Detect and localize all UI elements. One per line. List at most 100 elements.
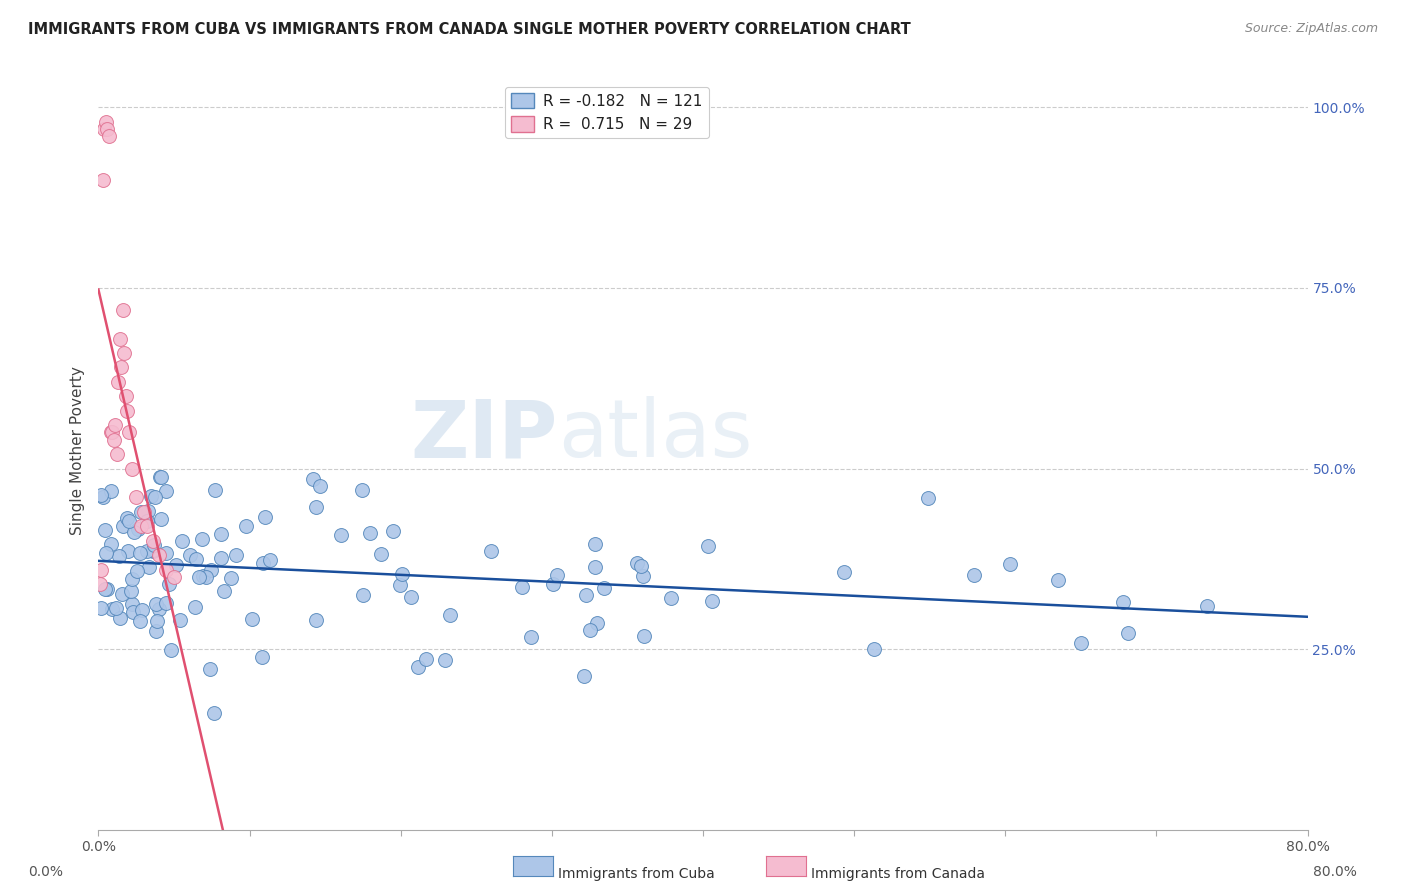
Point bbox=[391, 566, 413, 581]
Point bbox=[917, 491, 939, 505]
Point bbox=[118, 514, 141, 528]
Point bbox=[90, 488, 112, 502]
Point bbox=[100, 483, 122, 498]
Point bbox=[112, 346, 135, 360]
Point bbox=[143, 538, 166, 552]
Text: ZIP: ZIP bbox=[411, 396, 558, 475]
Point bbox=[111, 519, 134, 533]
Point bbox=[187, 570, 209, 584]
Point bbox=[136, 514, 159, 528]
Point bbox=[585, 537, 607, 551]
Point bbox=[659, 591, 682, 605]
Text: Source: ZipAtlas.com: Source: ZipAtlas.com bbox=[1244, 22, 1378, 36]
Point bbox=[142, 542, 165, 557]
Point bbox=[309, 479, 332, 493]
Point bbox=[963, 567, 986, 582]
Point bbox=[148, 602, 170, 616]
Point bbox=[132, 505, 155, 519]
Point bbox=[138, 559, 160, 574]
Point bbox=[135, 519, 157, 533]
Point bbox=[103, 433, 125, 447]
Y-axis label: Single Mother Poverty: Single Mother Poverty bbox=[69, 366, 84, 535]
Point bbox=[94, 115, 117, 129]
Point bbox=[108, 610, 131, 624]
Point bbox=[209, 551, 232, 566]
Point bbox=[117, 544, 139, 558]
Point bbox=[155, 563, 177, 577]
Point bbox=[254, 510, 277, 524]
Point bbox=[406, 660, 429, 674]
Point bbox=[105, 601, 128, 615]
Text: Immigrants from Canada: Immigrants from Canada bbox=[811, 867, 986, 881]
Point bbox=[111, 586, 134, 600]
Point bbox=[121, 605, 143, 619]
Point bbox=[127, 522, 149, 536]
Point bbox=[139, 489, 162, 503]
Point bbox=[121, 572, 143, 586]
Point bbox=[1112, 595, 1135, 609]
Point bbox=[575, 588, 598, 602]
Point bbox=[184, 552, 207, 566]
Point bbox=[125, 564, 148, 578]
Point bbox=[630, 559, 652, 574]
Point bbox=[214, 584, 236, 599]
Point bbox=[696, 539, 718, 553]
Point bbox=[155, 596, 177, 610]
Point bbox=[202, 706, 225, 720]
Point bbox=[108, 549, 131, 563]
Point bbox=[145, 597, 167, 611]
Point bbox=[121, 461, 143, 475]
Point bbox=[633, 569, 655, 583]
Point bbox=[145, 624, 167, 638]
Point bbox=[101, 425, 124, 440]
Point bbox=[200, 563, 222, 577]
Point bbox=[305, 613, 328, 627]
Point bbox=[583, 559, 606, 574]
Point bbox=[235, 519, 257, 533]
Point bbox=[240, 612, 263, 626]
Point bbox=[129, 519, 152, 533]
Text: atlas: atlas bbox=[558, 396, 752, 475]
Point bbox=[149, 470, 172, 484]
Point bbox=[1047, 573, 1070, 587]
Point bbox=[108, 332, 131, 346]
Point bbox=[110, 360, 132, 375]
Point bbox=[114, 389, 136, 403]
Point bbox=[136, 504, 159, 518]
Point bbox=[389, 578, 412, 592]
Point bbox=[191, 568, 214, 582]
Point bbox=[1116, 626, 1139, 640]
Point bbox=[96, 582, 118, 596]
Point bbox=[129, 546, 152, 560]
Text: Immigrants from Cuba: Immigrants from Cuba bbox=[558, 867, 714, 881]
Point bbox=[700, 594, 723, 608]
Point bbox=[572, 669, 595, 683]
Point bbox=[998, 557, 1021, 571]
Point bbox=[350, 483, 373, 497]
Point bbox=[200, 662, 222, 676]
Point bbox=[330, 528, 353, 542]
Text: 0.0%: 0.0% bbox=[28, 865, 63, 880]
Point bbox=[111, 302, 134, 317]
Point bbox=[142, 533, 165, 548]
Point bbox=[543, 576, 565, 591]
Point bbox=[1195, 599, 1218, 613]
Point bbox=[118, 425, 141, 440]
Point bbox=[170, 534, 193, 549]
Point bbox=[586, 615, 609, 630]
Point bbox=[546, 568, 568, 582]
Point bbox=[155, 484, 177, 499]
Point bbox=[209, 527, 232, 541]
Point bbox=[93, 490, 115, 504]
Point bbox=[382, 524, 405, 538]
Point bbox=[121, 597, 143, 611]
Point bbox=[120, 583, 142, 598]
Point bbox=[131, 603, 153, 617]
Legend: R = -0.182   N = 121, R =  0.715   N = 29: R = -0.182 N = 121, R = 0.715 N = 29 bbox=[505, 87, 709, 138]
Point bbox=[128, 615, 150, 629]
Point bbox=[195, 570, 218, 584]
Point bbox=[179, 548, 201, 562]
Point bbox=[225, 548, 247, 562]
Point bbox=[146, 615, 169, 629]
Point bbox=[122, 525, 145, 540]
